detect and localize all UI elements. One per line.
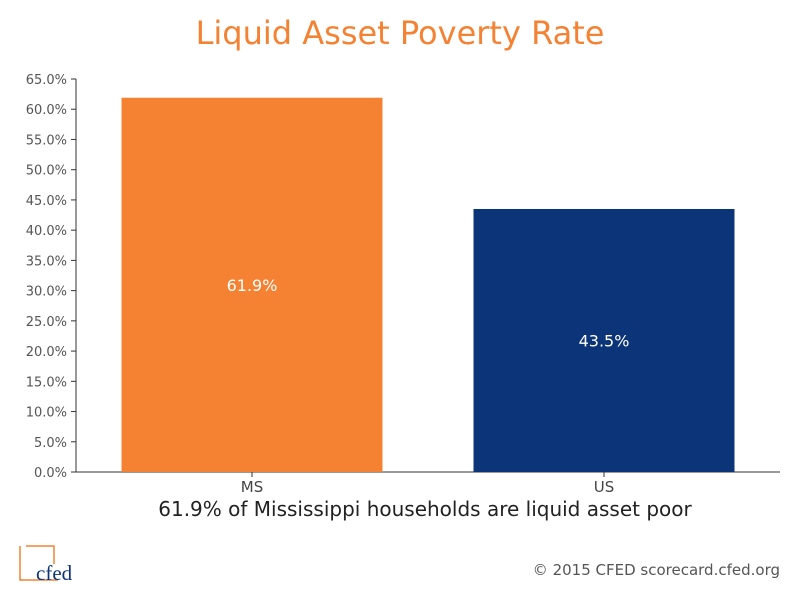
y-axis: 0.0% 5.0% 10.0% 15.0% 20.0% 25.0% 30.0% 35.0% 40… xyxy=(26,73,77,481)
y-tick-label: 50.0% xyxy=(26,164,67,179)
y-tick-label: 5.0% xyxy=(34,436,67,451)
y-tick-label: 55.0% xyxy=(26,133,67,148)
logo-bracket-top xyxy=(26,545,55,564)
footer-credit: © 2015 CFED scorecard.cfed.org xyxy=(532,561,780,579)
x-axis xyxy=(76,471,780,477)
logo-bracket-left xyxy=(19,546,58,581)
cfed-logo: cfed xyxy=(19,545,73,584)
y-tick-label: 30.0% xyxy=(26,285,67,300)
y-tick-label: 10.0% xyxy=(26,406,67,421)
y-tick-label: 65.0% xyxy=(26,73,67,88)
y-tick-label: 0.0% xyxy=(34,466,67,481)
category-label-ms: MS xyxy=(241,478,263,496)
chart-caption: 61.9% of Mississippi households are liqu… xyxy=(158,497,692,521)
y-tick-label: 45.0% xyxy=(26,194,67,209)
category-labels: MS US xyxy=(241,478,614,496)
chart-title: Liquid Asset Poverty Rate xyxy=(195,14,605,52)
y-tick-label: 40.0% xyxy=(26,224,67,239)
bar-ms xyxy=(121,97,383,473)
y-tick-label: 25.0% xyxy=(26,315,67,330)
y-tick-label: 60.0% xyxy=(26,103,67,118)
data-labels: 61.9% 43.5% xyxy=(227,276,630,351)
y-tick-label: 35.0% xyxy=(26,254,67,269)
y-tick-label: 20.0% xyxy=(26,345,67,360)
data-label-us: 43.5% xyxy=(579,331,630,350)
data-label-ms: 61.9% xyxy=(227,276,278,295)
logo-text: cfed xyxy=(36,561,73,584)
category-label-us: US xyxy=(594,478,615,496)
y-tick-label: 15.0% xyxy=(26,375,67,390)
bar-us xyxy=(473,208,735,472)
bars xyxy=(121,97,735,473)
